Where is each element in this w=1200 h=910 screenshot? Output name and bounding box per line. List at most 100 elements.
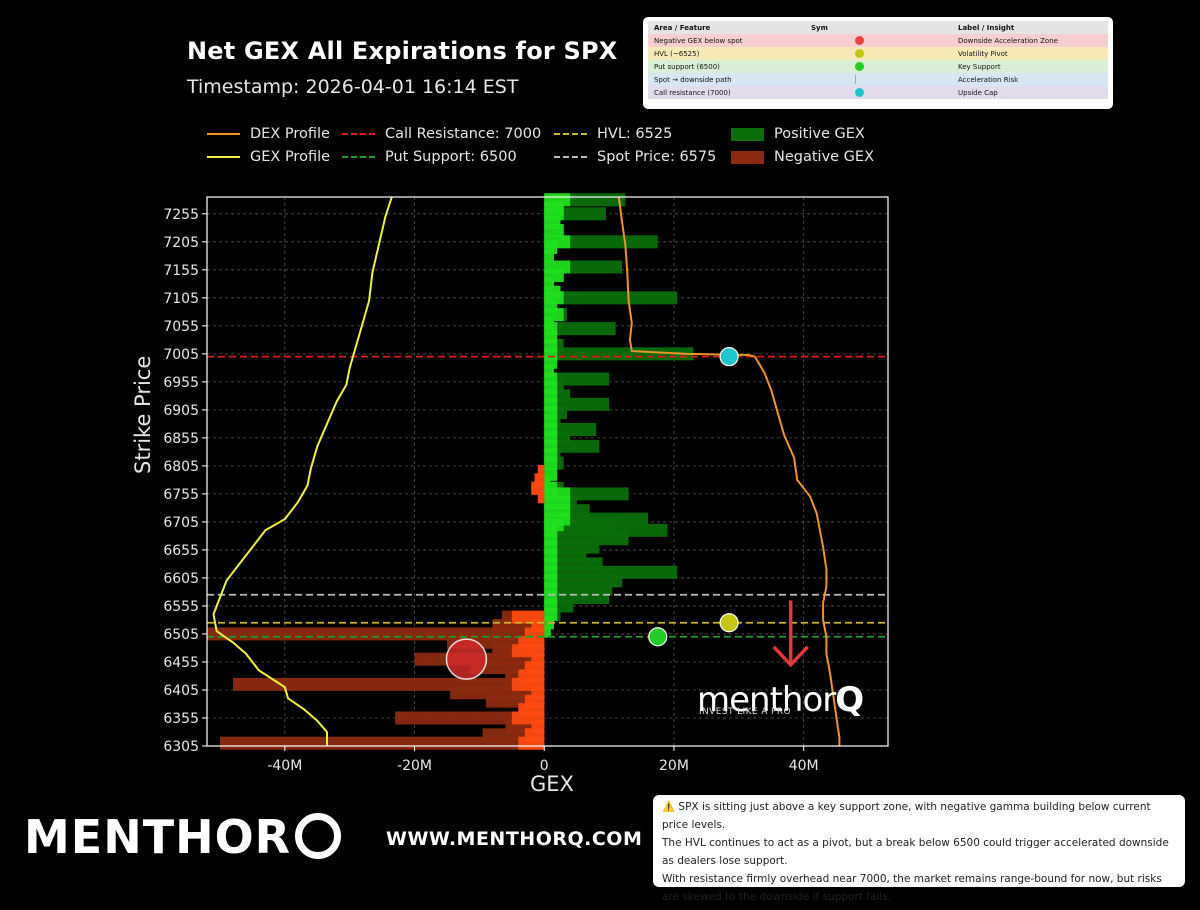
- symbol-dot-icon: [855, 36, 864, 45]
- negative-gex-core-bar: [524, 661, 545, 675]
- positive-gex-bar: [544, 467, 558, 481]
- positive-gex-bar: [544, 364, 554, 378]
- positive-gex-core-bar: [544, 291, 564, 305]
- y-axis-label: Strike Price: [131, 355, 155, 474]
- negative-gex-bar: [537, 465, 545, 478]
- positive-gex-core-bar: [544, 481, 558, 495]
- y-tick-label: 7205: [163, 235, 199, 251]
- note-line-3: With resistance firmly overhead near 700…: [662, 873, 1162, 903]
- positive-gex-core-bar: [544, 330, 558, 344]
- website-link[interactable]: WWW.MENTHORQ.COM: [386, 828, 643, 850]
- positive-gex-bar: [544, 316, 554, 330]
- y-tick-label: 7255: [163, 207, 199, 223]
- insight-feature: Call resistance (7000): [654, 88, 731, 97]
- table-header-sym: Sym: [805, 21, 952, 34]
- note-line-1: ⚠️ SPX is sitting just above a key suppo…: [662, 801, 1151, 831]
- insight-label: Downside Acceleration Zone: [958, 36, 1058, 45]
- negative-gex-bar: [531, 481, 545, 495]
- y-tick-label: 7155: [163, 263, 199, 279]
- positive-gex-core-bar: [544, 406, 558, 420]
- negative-gex-bar: [219, 736, 545, 750]
- positive-gex-core-bar: [544, 549, 558, 563]
- y-tick-label: 6855: [163, 431, 199, 447]
- positive-gex-bar: [544, 607, 561, 621]
- insight-row: Negative GEX below spot Downside Accelera…: [648, 34, 1108, 47]
- marker-hvl-6525-: [719, 613, 739, 633]
- positive-gex-core-bar: [544, 512, 571, 526]
- positive-gex-bar: [544, 523, 668, 537]
- positive-gex-bar: [544, 591, 610, 605]
- positive-gex-bar: [544, 406, 567, 420]
- negative-gex-bar: [414, 652, 545, 666]
- insight-row: Call resistance (7000) Upside Cap: [648, 86, 1108, 99]
- y-tick-label: 6605: [163, 571, 199, 587]
- legend-dex: DEX Profile: [207, 124, 330, 144]
- positive-gex-bar: [544, 495, 577, 509]
- positive-gex-core-bar: [544, 277, 554, 291]
- insight-note: ⚠️ SPX is sitting just above a key suppo…: [653, 795, 1185, 903]
- positive-gex-bar: [544, 540, 600, 554]
- positive-gex-core-bar: [544, 607, 558, 621]
- positive-gex-core-bar: [544, 467, 558, 481]
- y-tick-label: 6455: [163, 655, 199, 671]
- positive-gex-core-bar: [544, 299, 558, 313]
- negative-gex-core-bar: [524, 627, 545, 641]
- positive-gex-bar: [544, 431, 571, 445]
- positive-gex-bar: [544, 532, 629, 546]
- legend-put-support: Put Support: 6500: [342, 147, 517, 167]
- positive-gex-bar: [544, 322, 616, 336]
- positive-gex-core-bar: [544, 456, 558, 470]
- positive-gex-core-bar: [544, 487, 571, 501]
- positive-gex-core-bar: [544, 431, 558, 445]
- insight-feature: Put support (6500): [654, 62, 720, 71]
- negative-gex-core-bar: [518, 703, 545, 717]
- positive-gex-core-bar: [544, 207, 564, 221]
- positive-gex-core-bar: [544, 557, 558, 571]
- table-header-feature: Area / Feature: [648, 21, 805, 34]
- arrow-line-icon: [855, 75, 856, 84]
- y-tick-label: 6355: [163, 711, 199, 727]
- y-tick-label: 6655: [163, 543, 199, 559]
- positive-gex-core-bar: [544, 582, 558, 596]
- negative-gex-bar: [469, 661, 545, 675]
- gex-profile-line: [212, 196, 393, 746]
- positive-gex-core-bar: [544, 260, 571, 274]
- positive-gex-core-bar: [544, 599, 558, 613]
- negative-gex-core-bar: [524, 694, 545, 708]
- legend-hvl: HVL: 6525: [554, 124, 672, 144]
- negative-gex-bar: [485, 694, 545, 708]
- negative-gex-core-bar: [531, 619, 545, 633]
- y-tick-label: 6905: [163, 403, 199, 419]
- negative-gex-core-bar: [534, 473, 545, 487]
- positive-gex-core-bar: [544, 201, 564, 215]
- negative-gex-bar: [537, 490, 545, 504]
- negative-gex-bar: [232, 677, 545, 691]
- positive-gex-bar: [544, 481, 564, 495]
- insight-feature: Spot → downside path: [654, 75, 732, 84]
- positive-gex-core-bar: [544, 308, 564, 322]
- positive-gex-core-bar: [544, 414, 558, 428]
- negative-gex-bar: [482, 728, 545, 742]
- negative-gex-bar: [518, 703, 545, 717]
- positive-gex-core-bar: [544, 565, 558, 579]
- insight-symbol: [805, 60, 952, 73]
- negative-gex-bar: [492, 619, 545, 633]
- positive-gex-bar: [544, 240, 558, 254]
- positive-gex-core-bar: [544, 347, 558, 361]
- positive-gex-bar: [544, 338, 564, 352]
- negative-gex-core-bar: [511, 711, 545, 725]
- positive-gex-core-bar: [544, 591, 558, 605]
- y-tick-label: 6705: [163, 515, 199, 531]
- downside-arrowhead-icon: [772, 645, 809, 668]
- positive-gex-bar: [544, 397, 610, 411]
- positive-gex-bar: [544, 291, 678, 305]
- negative-gex-core-bar: [511, 644, 545, 658]
- positive-gex-core-bar: [544, 285, 561, 299]
- marker-put-support-6500-: [648, 627, 668, 647]
- positive-gex-core-bar: [544, 389, 558, 403]
- legend-call-resistance: Call Resistance: 7000: [342, 124, 541, 144]
- positive-gex-bar: [544, 224, 564, 238]
- positive-gex-core-bar: [544, 372, 558, 386]
- dex-profile-line: [617, 196, 841, 746]
- positive-gex-core-bar: [544, 316, 554, 330]
